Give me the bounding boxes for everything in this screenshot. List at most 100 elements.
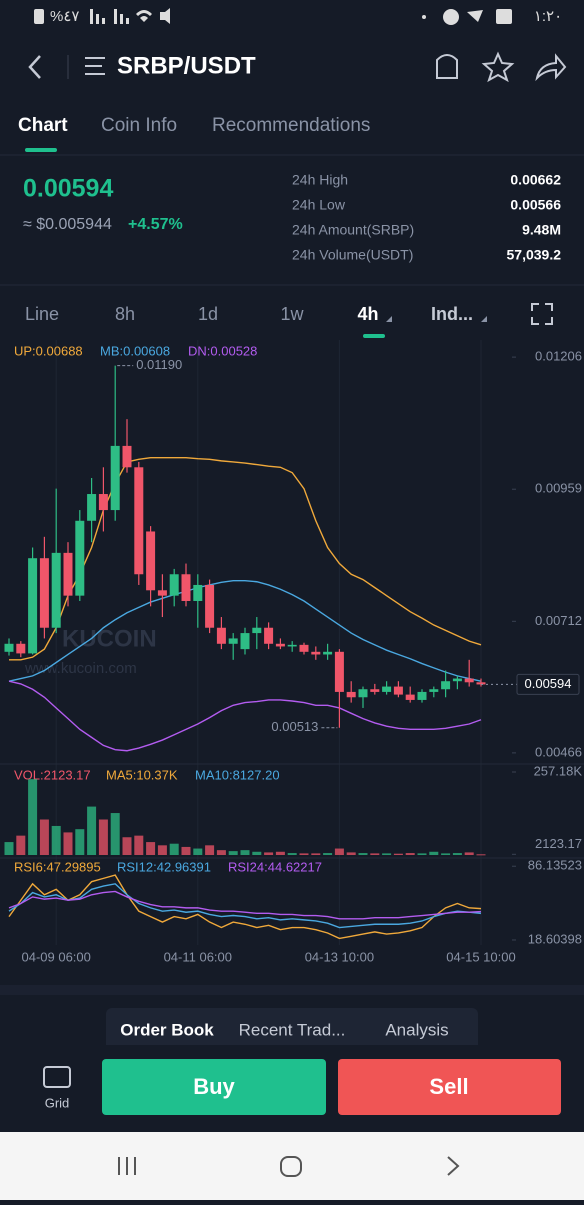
charts: 0.01206 0.00959 0.00712 0.00466 UP:0.00688 MB…	[0, 340, 584, 964]
stat-label: 24h Amount(SRBP)	[292, 222, 414, 238]
sell-button[interactable]	[338, 1059, 561, 1115]
volume-bar	[405, 853, 415, 855]
legend-entry: DN:0.00528	[188, 343, 257, 358]
volume-bar	[287, 853, 297, 855]
interval-line[interactable]: Line	[25, 304, 59, 324]
band-line	[8, 680, 482, 752]
candle-body	[146, 531, 156, 591]
tab-analysis[interactable]: Analysis	[385, 1020, 448, 1039]
last-price: 0.00594	[23, 175, 113, 203]
candle-body	[452, 678, 462, 682]
legend-entry: RSI12:42.96391	[117, 859, 211, 874]
candle-body	[311, 651, 321, 655]
candle-body	[63, 552, 73, 596]
volume-bar	[205, 845, 215, 855]
band-line	[9, 456, 482, 661]
fullscreen-button[interactable]	[531, 303, 553, 325]
buy-label[interactable]: Buy	[193, 1074, 235, 1099]
candle-body	[39, 558, 49, 628]
interval-8h[interactable]: 8h	[115, 304, 135, 324]
sell-label[interactable]: Sell	[429, 1074, 468, 1099]
legend-entry: UP:0.00688	[14, 343, 83, 358]
interval-1d[interactable]: 1d	[198, 304, 218, 324]
volume-bar	[16, 835, 26, 855]
candle-body	[134, 467, 144, 575]
stat-label: 24h Volume(USDT)	[292, 247, 413, 263]
y-tick-label: 0.00466	[535, 744, 582, 759]
x-tick-label: 04-15 10:00	[446, 949, 515, 964]
volume-bar	[370, 853, 380, 855]
candle-body	[75, 520, 85, 596]
candle-body	[4, 643, 14, 652]
battery-level: %٤٧	[50, 8, 79, 25]
menu-icon[interactable]	[85, 57, 105, 75]
dropdown-caret	[386, 316, 392, 322]
candle-body	[98, 494, 108, 511]
legend-entry: MA10:8127.20	[195, 767, 280, 782]
candle-body	[193, 584, 203, 601]
last-price-tag: 0.00594	[525, 676, 572, 691]
rsi-line	[8, 874, 482, 940]
legend-entry: MB:0.00608	[100, 343, 170, 358]
bottom-tabs	[106, 1008, 478, 1053]
tab-recent-trades[interactable]: Recent Trad...	[239, 1020, 346, 1039]
x-tick-label: 04-09 06:00	[21, 949, 90, 964]
nav-buttons[interactable]	[118, 1156, 460, 1177]
volume-bar	[476, 854, 486, 856]
tab-order-book[interactable]: Order Book	[120, 1020, 214, 1039]
high-annotation: 0.01190	[136, 357, 182, 372]
volume-bar	[228, 851, 238, 855]
interval-4h[interactable]: 4h	[357, 304, 378, 324]
candle-body	[228, 638, 238, 644]
x-tick-label: 04-11 06:00	[164, 949, 232, 964]
candle-body	[51, 552, 61, 628]
tab-chart[interactable]: Chart	[18, 115, 68, 136]
stats: 24h High 0.00662 24h Low 0.00566 24h Amount(…	[292, 172, 561, 263]
band-line	[8, 579, 482, 682]
interval-1w[interactable]: 1w	[280, 304, 304, 324]
volume-bar	[63, 832, 73, 855]
volume-bar	[264, 852, 274, 855]
price-change: +4.57%	[128, 216, 183, 233]
tab-indicator	[25, 148, 57, 152]
volume-bar	[87, 806, 97, 855]
dropdown-caret	[481, 316, 487, 322]
candle-body	[417, 691, 427, 700]
grid-icon[interactable]	[43, 1066, 71, 1088]
candle-body	[275, 643, 285, 647]
volume-bar	[146, 842, 156, 855]
tab-coin-info[interactable]: Coin Info	[101, 115, 177, 136]
volume-bar	[240, 850, 250, 855]
y-tick-label: 18.60398	[528, 931, 582, 946]
buy-button[interactable]	[102, 1059, 326, 1115]
volume-bar	[382, 853, 392, 855]
watermark-url: www.kucoin.com	[24, 660, 137, 677]
candle-body	[370, 689, 380, 692]
tab-recommendations[interactable]: Recommendations	[212, 115, 370, 136]
candle-body	[157, 590, 167, 596]
alert-button[interactable]	[436, 54, 458, 79]
indicators[interactable]: Ind...	[431, 304, 473, 324]
candle-body	[393, 686, 403, 695]
candle-body	[334, 651, 344, 692]
candle-body	[181, 574, 191, 601]
y-tick-label: 0.01206	[535, 349, 582, 364]
volume-bar	[134, 835, 144, 855]
share-button[interactable]	[535, 53, 567, 82]
y-tick-label: 0.00959	[535, 481, 582, 496]
volume-bar	[110, 813, 120, 855]
volume-bar	[299, 853, 309, 855]
pair-title: SRBP/USDT	[117, 52, 256, 79]
back-button[interactable]	[28, 55, 41, 79]
signal-icons	[90, 8, 170, 24]
candle-body	[476, 682, 486, 685]
y-tick-label: 257.18K	[534, 763, 583, 778]
legend-entry: RSI6:47.29895	[14, 859, 101, 874]
notification-icons	[422, 9, 512, 25]
volume-bar	[393, 853, 403, 855]
grid-label[interactable]: Grid	[45, 1095, 70, 1110]
candle-body	[441, 681, 451, 690]
candle-body	[264, 627, 274, 644]
favorite-button[interactable]	[481, 51, 515, 83]
